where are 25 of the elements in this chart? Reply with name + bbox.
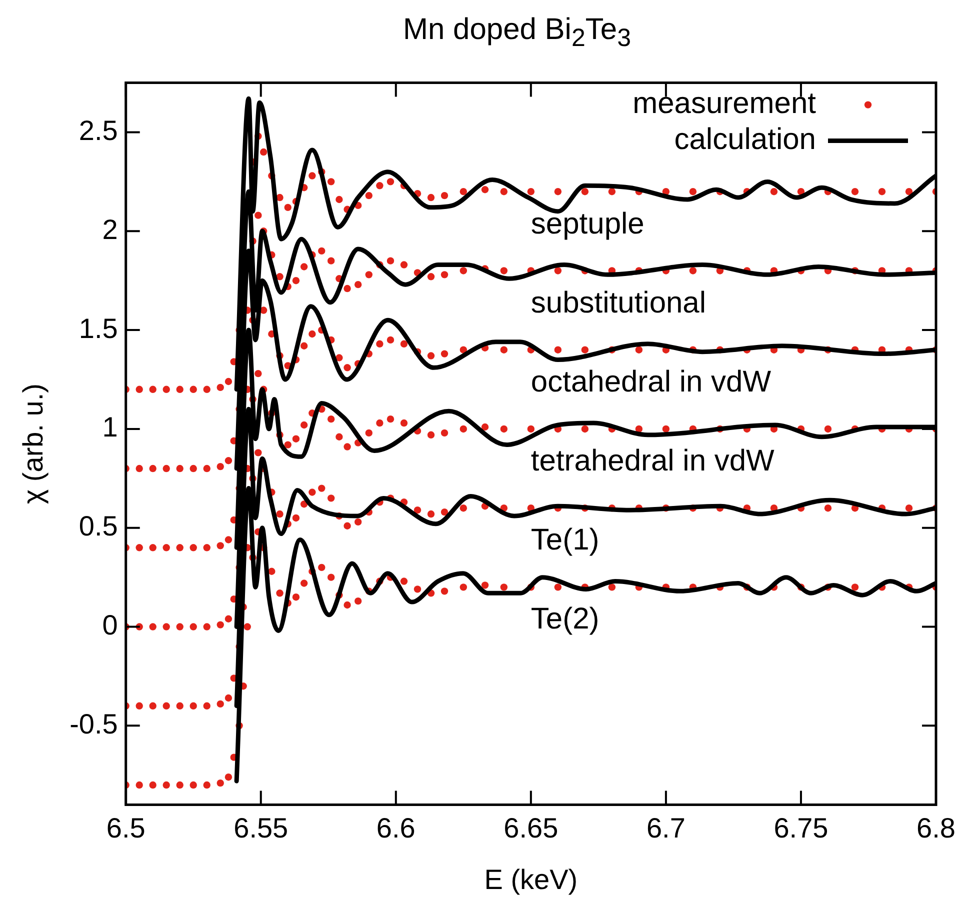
- annotation: substitutional: [530, 286, 706, 320]
- x-tick-label: 6.75: [774, 812, 828, 844]
- x-tick-label: 6.7: [646, 812, 686, 844]
- y-axis-title: χ (arb. u.): [18, 384, 49, 504]
- annotation: Te(1): [530, 524, 600, 557]
- y-tick-label: 2.5: [78, 114, 118, 146]
- y-tick-label: 0.5: [78, 510, 118, 542]
- y-tick-label: 1.5: [78, 312, 118, 344]
- x-tick-label: 6.5: [106, 812, 146, 844]
- y-tick-label: 1: [102, 412, 118, 443]
- x-axis-title: E (keV): [484, 864, 578, 895]
- x-tick-label: 6.55: [234, 812, 288, 844]
- x-tick-label: 6.65: [504, 812, 558, 844]
- y-tick-label: 0: [102, 609, 118, 640]
- chart-title: Mn doped Bi$_{2}$Te$_{3}$: [402, 12, 632, 54]
- legend-label: calculation: [674, 123, 816, 156]
- annotation: tetrahedral in vdW: [530, 444, 776, 478]
- legend-label: measurement: [632, 87, 817, 120]
- annotation: octahedral in vdW: [530, 365, 772, 398]
- x-tick-label: 6.8: [916, 812, 956, 844]
- y-tick-label: 2: [102, 214, 118, 245]
- annotation: Te(2): [530, 602, 600, 636]
- x-tick-label: 6.6: [376, 812, 416, 844]
- annotation: septuple: [530, 207, 644, 240]
- y-tick-label: -0.5: [70, 708, 118, 740]
